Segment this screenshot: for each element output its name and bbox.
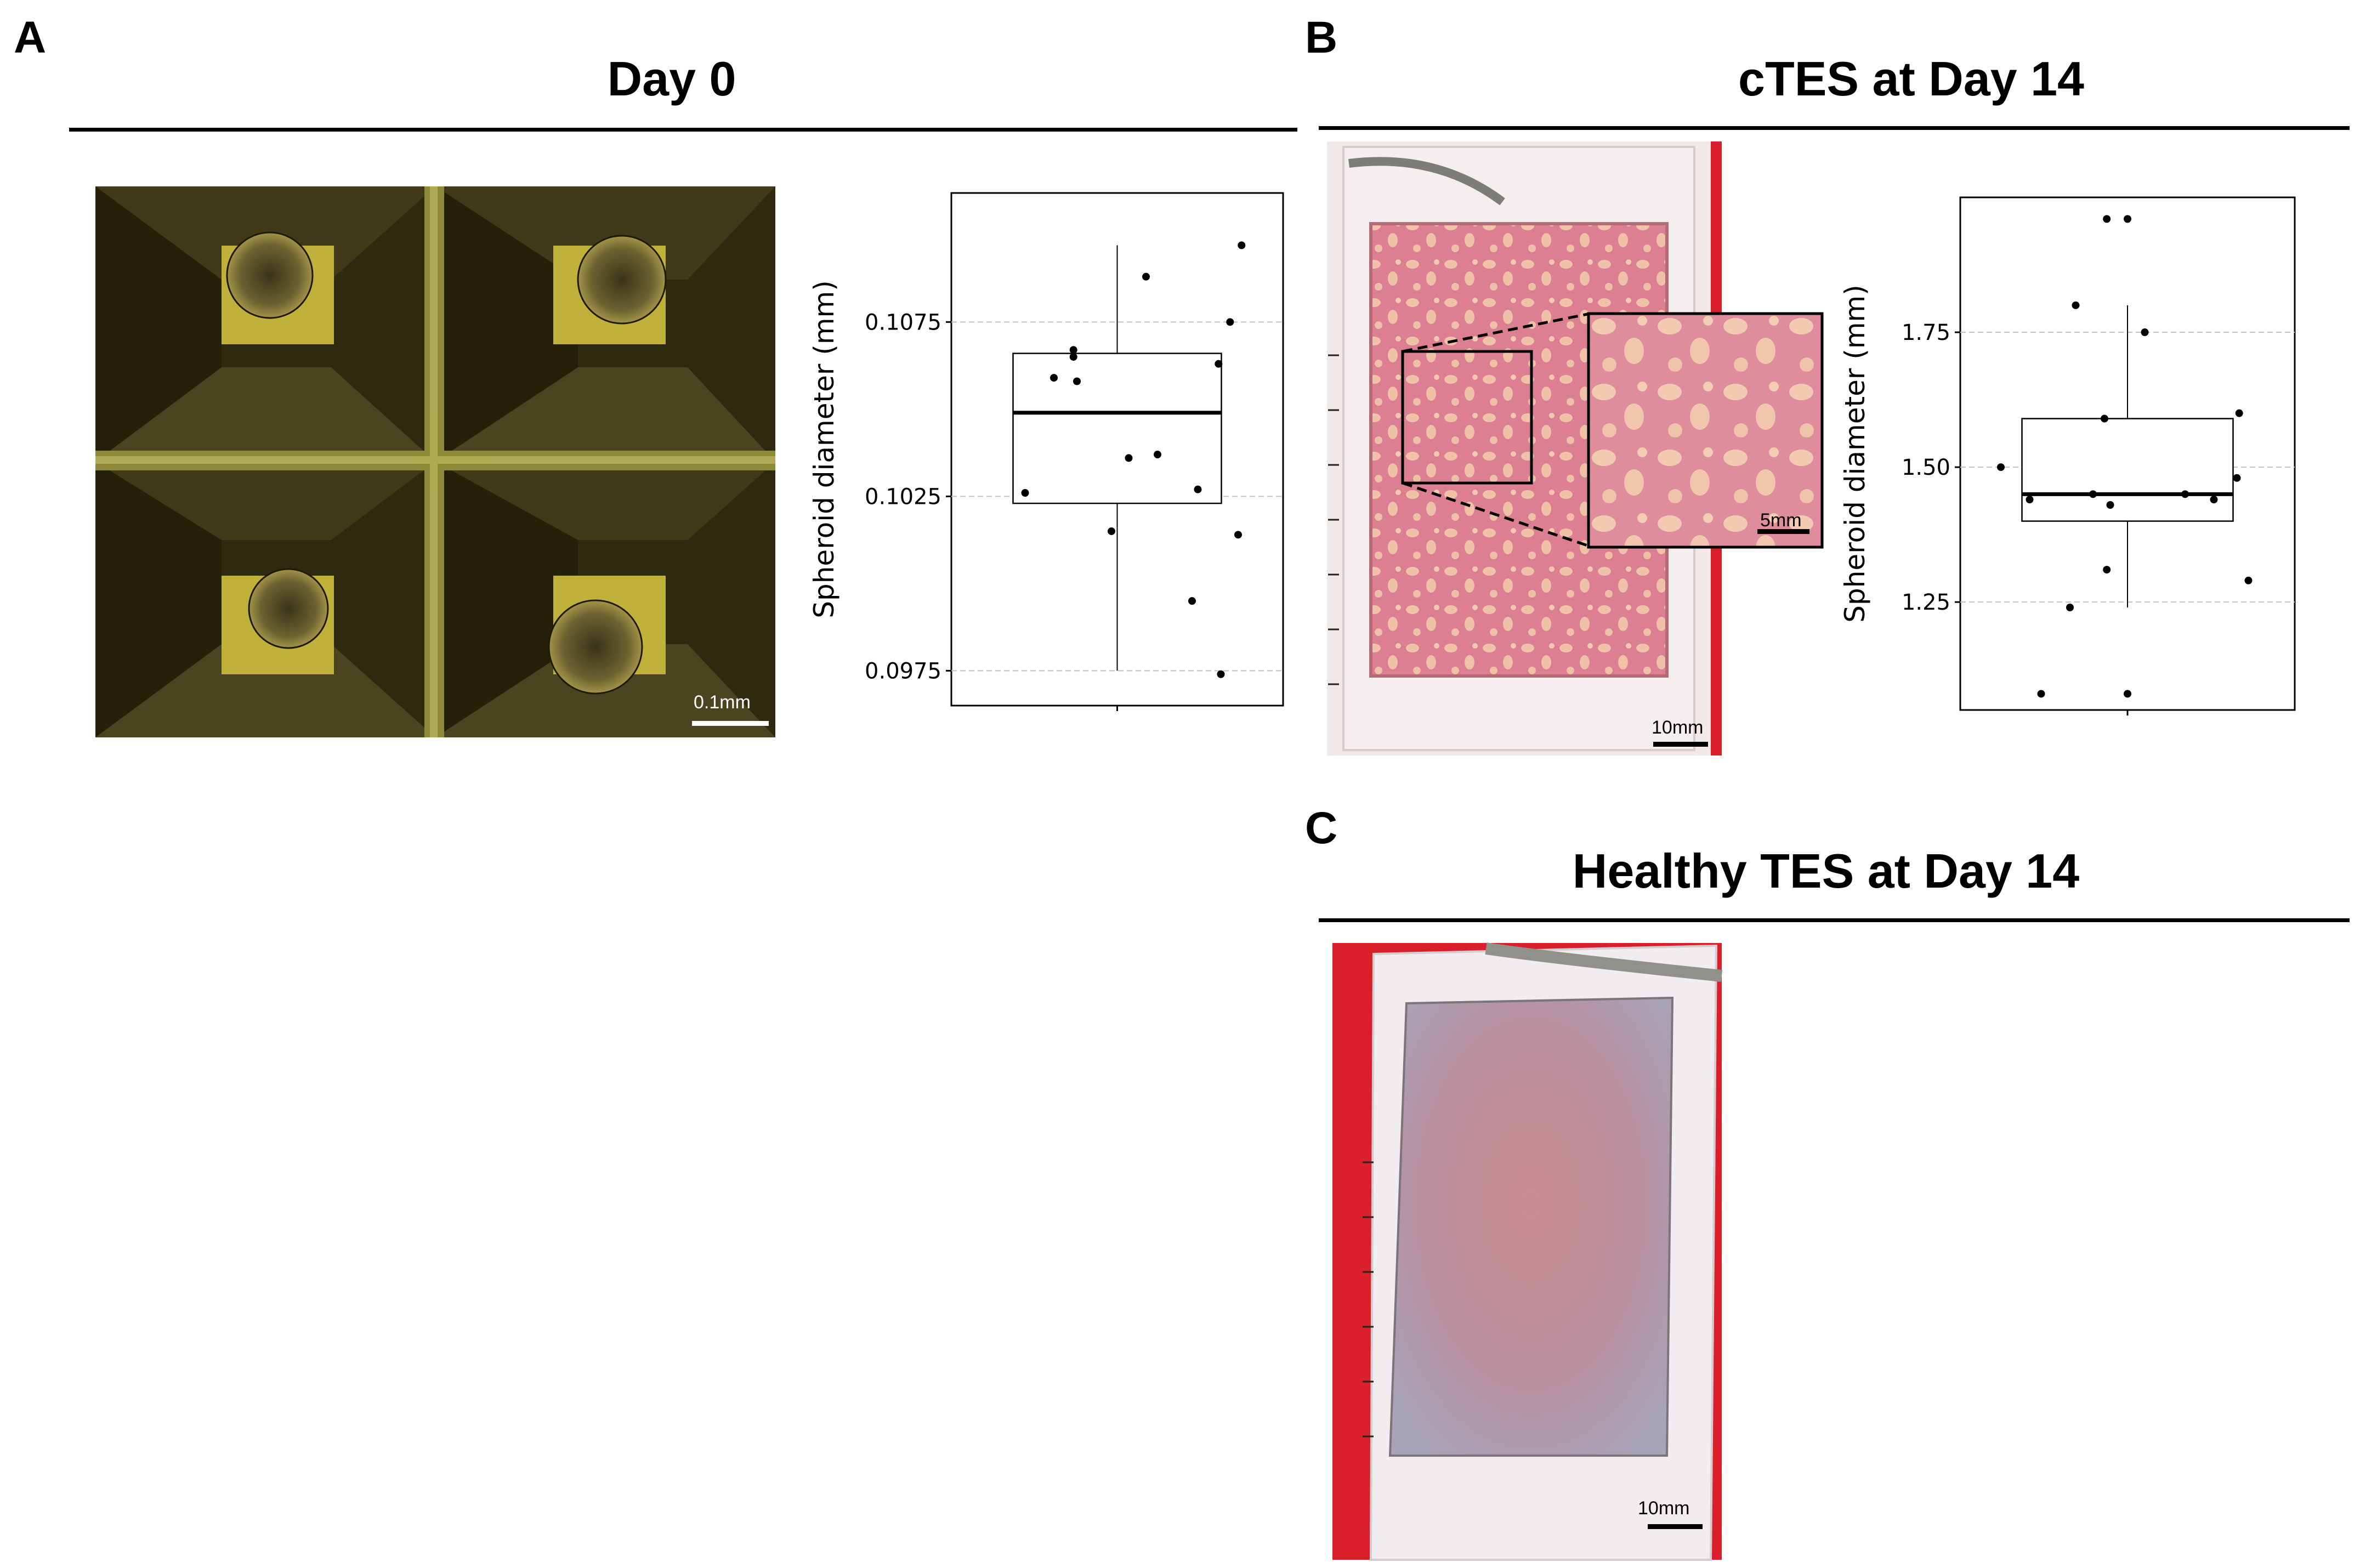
y-tick-label: 0.1075 [865, 310, 941, 335]
panel-c-letter: C [1305, 803, 1338, 853]
data-point [2066, 604, 2074, 611]
scale-bar-b-label: 10mm [1652, 717, 1704, 738]
scale-bar-a-label: 0.1mm [694, 692, 751, 713]
data-point [2072, 301, 2080, 309]
panel-b-letter: B [1305, 13, 1338, 63]
data-point [2103, 215, 2111, 223]
scale-bar-b [1653, 742, 1708, 747]
panel-c-rule [1319, 918, 2350, 922]
data-point [2233, 474, 2241, 482]
data-point [1069, 346, 1077, 354]
panel-b-title: cTES at Day 14 [1738, 52, 2084, 106]
ctes-day14-photo [1327, 141, 1722, 755]
data-point [1125, 454, 1133, 462]
data-point [1050, 374, 1058, 382]
panel-b-rule [1319, 126, 2350, 130]
data-point [2141, 328, 2149, 337]
scale-bar-c [1648, 1524, 1703, 1529]
data-point [1194, 485, 1202, 493]
data-point [1142, 272, 1150, 281]
data-point [2210, 496, 2218, 504]
y-tick-label: 1.25 [1902, 590, 1950, 615]
scale-bar-c-label: 10mm [1638, 1498, 1690, 1519]
data-point [2037, 690, 2045, 698]
healthy-tes-day14-photo [1332, 942, 1723, 1561]
data-point [1073, 377, 1081, 385]
scale-bar-a [692, 721, 769, 726]
data-point [2101, 414, 2108, 423]
iqr-box [2021, 418, 2234, 522]
y-tick-label: 1.75 [1902, 320, 1950, 345]
data-point [2089, 490, 2097, 498]
data-point [1238, 241, 1246, 249]
panel-c-title: Healthy TES at Day 14 [1572, 844, 2080, 898]
y-tick-label: 1.50 [1902, 455, 1950, 480]
data-point [1108, 527, 1115, 535]
data-point [2026, 496, 2034, 504]
data-point [2124, 215, 2131, 223]
inset-scale-bar [1757, 529, 1809, 534]
data-point [2103, 566, 2111, 574]
inset-connectors [1402, 313, 1588, 547]
y-tick-label: 0.0975 [865, 658, 941, 684]
y-axis-title: Spheroid diameter (mm) [1839, 285, 1871, 622]
data-point [1188, 597, 1196, 605]
microwell-micrograph [95, 186, 775, 737]
inset-scale-bar-label: 5mm [1760, 510, 1802, 531]
data-point [2124, 690, 2131, 698]
data-point [1997, 463, 2005, 471]
data-point [1069, 353, 1077, 361]
y-tick-label: 0.1025 [865, 484, 941, 509]
chart-a-spheroid-diameter-day0: 0.0975 0.1025 0.1075 Spheroid diameter (mm) [808, 192, 1284, 711]
data-point [1234, 531, 1242, 539]
data-point [2244, 576, 2253, 584]
data-point [2235, 409, 2243, 417]
y-axis-title: Spheroid diameter (mm) [808, 280, 840, 618]
panel-a-letter: A [14, 13, 47, 63]
data-point [1217, 670, 1225, 678]
panel-a-title: Day 0 [607, 52, 736, 106]
chart-b-spheroid-diameter-day14: 1.25 1.50 1.75 Spheroid diameter (mm) [1839, 196, 2296, 715]
data-point [1154, 451, 1161, 459]
ctes-inset-zoom [1587, 312, 1824, 549]
panel-a-rule [69, 128, 1297, 132]
spheroids [226, 231, 667, 695]
data-point [1215, 360, 1223, 368]
data-point [2106, 501, 2114, 509]
iqr-box [1012, 353, 1222, 504]
data-point [2181, 490, 2189, 498]
data-point [1021, 489, 1029, 497]
data-point [1226, 318, 1234, 326]
